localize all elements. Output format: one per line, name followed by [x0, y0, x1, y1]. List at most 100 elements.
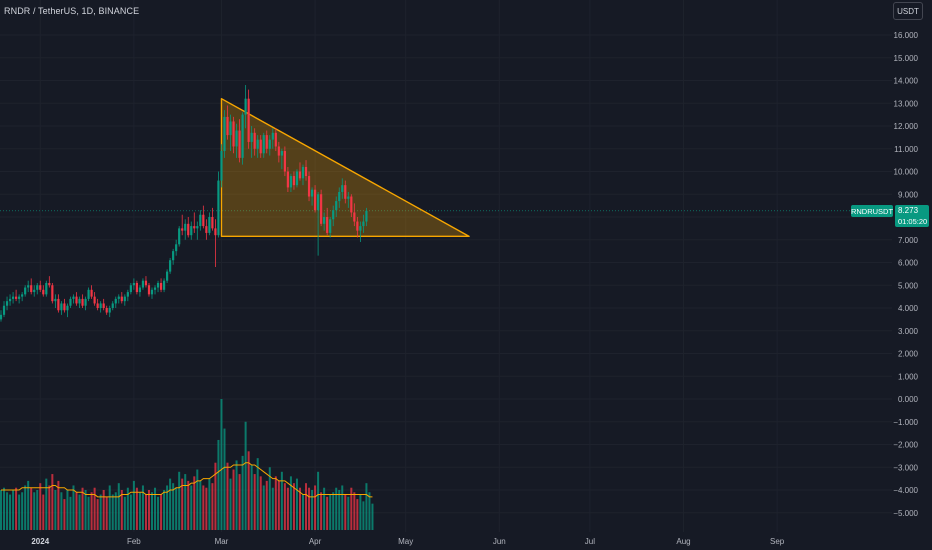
candle-body — [166, 271, 169, 281]
candle-body — [129, 285, 132, 293]
volume-bar — [359, 494, 362, 530]
candle-body — [341, 185, 344, 192]
volume-bar — [205, 487, 208, 530]
candle-body — [169, 260, 172, 272]
candle-body — [289, 176, 293, 188]
candle-body — [365, 210, 368, 222]
volume-bar — [271, 487, 274, 530]
volume-bar — [66, 490, 69, 530]
volume-bar — [314, 485, 317, 530]
candle-body — [211, 217, 214, 229]
candle-body — [48, 282, 51, 286]
candle-body — [190, 226, 193, 236]
volume-bar — [214, 462, 217, 530]
last-price-value: 8.273 — [898, 206, 919, 215]
volume-bar — [250, 464, 253, 530]
volume-bar — [24, 485, 27, 530]
symbol-title: RNDR / TetherUS, 1D, BINANCE — [4, 6, 140, 16]
x-tick-label: 2024 — [31, 537, 49, 546]
volume-bar — [280, 471, 283, 530]
volume-bar — [163, 490, 166, 530]
candle-body — [0, 314, 3, 320]
volume-ma-line — [1, 462, 373, 498]
volume-bar — [286, 487, 289, 530]
volume-bar — [323, 487, 326, 530]
candle-body — [353, 212, 356, 222]
candle-body — [271, 132, 274, 140]
candle-body — [27, 285, 30, 288]
volume-bar — [220, 399, 223, 530]
volume-bar — [157, 496, 160, 530]
candle-body — [156, 282, 160, 288]
x-tick-label: Aug — [676, 537, 690, 546]
volume-bar — [187, 480, 190, 530]
volume-bar — [341, 485, 344, 530]
volume-bar — [99, 494, 102, 530]
volume-bar — [320, 492, 323, 530]
candle-body — [11, 296, 15, 299]
volume-bar — [138, 492, 141, 530]
volume-bar — [247, 451, 250, 530]
candle-body — [30, 285, 33, 293]
volume-bar — [181, 478, 184, 530]
candle-body — [344, 185, 347, 199]
volume-bar — [244, 421, 247, 530]
candle-body — [277, 146, 280, 156]
volume-bar — [235, 460, 238, 530]
last-price-tag: 8.273 01:05:20 — [895, 205, 929, 227]
candle-body — [123, 296, 126, 302]
candle-body — [292, 176, 296, 186]
y-tick-label: 0.000 — [898, 395, 919, 404]
candle-body — [323, 217, 326, 224]
volume-bar — [117, 483, 120, 530]
x-tick-label: Jun — [493, 537, 506, 546]
volume-bar — [368, 492, 371, 530]
candle-body — [320, 194, 323, 224]
volume-bar — [193, 476, 196, 530]
candle-body — [262, 135, 265, 154]
candle-body — [36, 285, 39, 290]
volume-bar — [362, 501, 365, 530]
candle-body — [232, 121, 235, 147]
volume-bar — [274, 476, 277, 530]
volume-bar — [102, 490, 105, 530]
candle-body — [338, 191, 341, 202]
candle-body — [172, 251, 175, 261]
volume-bar — [69, 496, 72, 530]
candle-body — [66, 305, 69, 311]
volume-bar — [190, 485, 193, 530]
candle-body — [247, 98, 250, 142]
volume-bar — [111, 494, 114, 530]
candle-body — [241, 114, 244, 158]
volume-bar — [302, 494, 304, 530]
candle-body — [45, 282, 48, 295]
volume-bar — [90, 492, 93, 530]
candle-body — [5, 301, 9, 306]
candle-body — [2, 305, 6, 315]
volume-bar — [96, 499, 99, 530]
candle-body — [283, 151, 286, 172]
candle-body — [335, 201, 338, 211]
candle-body — [105, 308, 108, 313]
volume-bar — [72, 485, 75, 530]
volume-bar — [147, 490, 150, 530]
volume-bar — [166, 485, 169, 530]
y-tick-label: 4.000 — [898, 304, 919, 313]
candle-body — [18, 296, 21, 299]
volume-bar — [63, 499, 66, 530]
candle-body — [235, 130, 238, 147]
volume-bar — [114, 492, 117, 530]
x-tick-label: Jul — [585, 537, 595, 546]
candle-body — [208, 217, 211, 233]
candle-body — [229, 121, 232, 136]
candle-body — [99, 303, 102, 308]
volume-bar — [226, 462, 229, 530]
x-tick-label: Sep — [770, 537, 785, 546]
volume-bar — [18, 494, 21, 530]
candle-body — [147, 285, 151, 295]
candle-body — [313, 189, 317, 211]
candle-body — [356, 221, 359, 231]
volume-bar — [277, 480, 280, 530]
currency-button[interactable]: USDT — [893, 2, 923, 20]
